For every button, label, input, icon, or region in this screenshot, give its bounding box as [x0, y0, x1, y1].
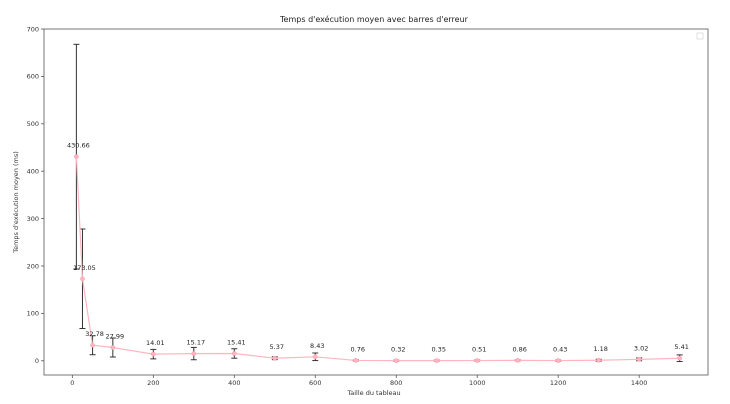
data-label: 5.37	[270, 343, 284, 351]
data-point	[515, 358, 521, 363]
data-point	[90, 342, 95, 348]
data-point	[151, 351, 156, 357]
data-point	[312, 354, 318, 360]
y-axis-ticks: 0 100 200 300 400 500 600 700	[27, 25, 44, 365]
data-label: 3.02	[634, 344, 648, 352]
x-tick-label: 600	[309, 379, 321, 387]
data-point	[434, 358, 440, 363]
data-label: 0.76	[351, 345, 365, 353]
x-axis-ticks: 0 200 400 600 800 1000 1200 1400	[70, 375, 647, 387]
x-tick-label: 0	[70, 379, 74, 387]
y-tick-label: 700	[27, 25, 39, 33]
data-point	[110, 345, 116, 350]
y-tick-label: 200	[27, 262, 39, 270]
error-bars	[73, 43, 683, 363]
x-tick-label: 1400	[631, 379, 648, 387]
data-point	[231, 351, 237, 356]
data-labels: 430.66 173.05 32.78 27.99 14.01 15.17 15.41 5.3…	[67, 142, 689, 354]
x-axis-title: Taille du tableau	[346, 389, 400, 397]
data-label: 5.41	[674, 343, 688, 351]
data-point	[596, 357, 601, 363]
x-tick-label: 1000	[469, 379, 486, 387]
x-tick-label: 1200	[550, 379, 567, 387]
y-tick-label: 0	[35, 357, 39, 365]
data-label: 0.43	[553, 346, 567, 354]
data-point	[191, 351, 197, 356]
y-tick-label: 600	[27, 73, 39, 81]
y-tick-label: 100	[27, 310, 39, 318]
plot-area	[43, 28, 709, 376]
x-tick-label: 800	[390, 379, 402, 387]
data-point	[474, 358, 480, 363]
data-label: 0.35	[431, 346, 445, 354]
data-point	[555, 358, 561, 363]
series-polyline	[75, 156, 680, 362]
data-point	[272, 355, 278, 361]
chart-title: Temps d'exécution moyen avec barres d'er…	[279, 14, 469, 24]
data-label: 8.43	[310, 342, 324, 350]
data-label: 15.17	[187, 339, 206, 347]
data-point	[636, 357, 642, 362]
data-label: 15.41	[227, 338, 246, 346]
x-tick-label: 400	[228, 379, 240, 387]
series-line	[75, 156, 680, 362]
legend-box	[696, 32, 704, 40]
data-points	[74, 154, 682, 363]
data-point	[80, 276, 85, 282]
data-label: 430.66	[67, 142, 90, 150]
y-tick-label: 300	[27, 215, 39, 223]
data-label: 32.78	[85, 330, 104, 338]
data-label: 27.99	[106, 333, 125, 341]
data-point	[677, 355, 682, 361]
data-label: 173.05	[73, 264, 96, 272]
data-label: 0.86	[512, 345, 526, 353]
data-label: 14.01	[146, 339, 165, 347]
y-tick-label: 400	[27, 167, 39, 175]
data-label: 0.51	[472, 346, 486, 354]
y-axis-title: Temps d'exécution moyen (ms)	[12, 151, 20, 254]
y-tick-label: 500	[27, 120, 39, 128]
data-label: 1.18	[593, 345, 607, 353]
data-point	[353, 358, 359, 363]
data-point	[393, 358, 399, 363]
data-point	[74, 154, 79, 159]
x-tick-label: 200	[147, 379, 159, 387]
data-label: 0.32	[391, 346, 405, 354]
